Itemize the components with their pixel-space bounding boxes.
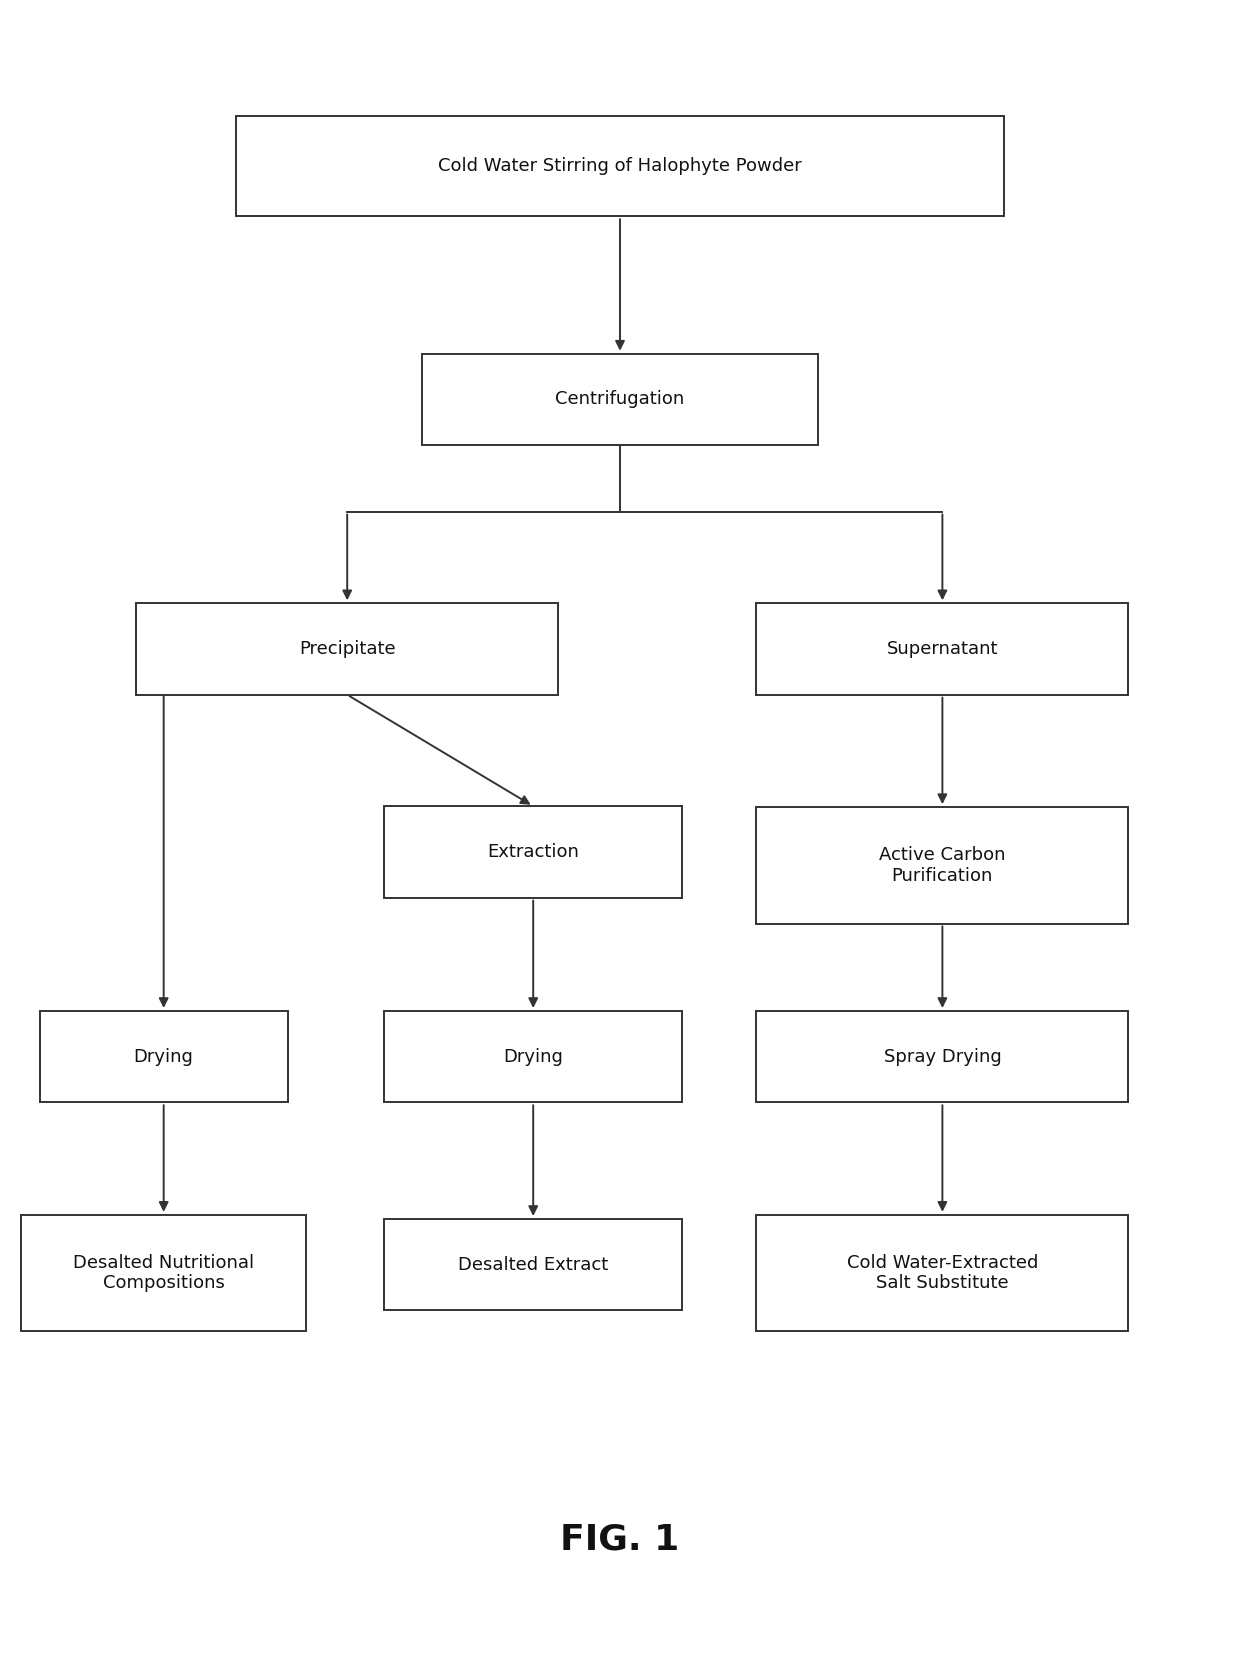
Text: Extraction: Extraction (487, 844, 579, 860)
Bar (384, 1218, 682, 1311)
Bar (40, 1012, 288, 1103)
Text: FIG. 1: FIG. 1 (560, 1523, 680, 1556)
Text: Supernatant: Supernatant (887, 641, 998, 657)
Bar (384, 807, 682, 899)
Text: Centrifugation: Centrifugation (556, 391, 684, 408)
Text: Drying: Drying (503, 1048, 563, 1065)
Bar (384, 1012, 682, 1103)
Bar (422, 353, 818, 444)
Text: Spray Drying: Spray Drying (884, 1048, 1001, 1065)
Text: Desalted Nutritional
Compositions: Desalted Nutritional Compositions (73, 1253, 254, 1293)
Text: Precipitate: Precipitate (299, 641, 396, 657)
Bar (756, 807, 1128, 924)
Text: Cold Water-Extracted
Salt Substitute: Cold Water-Extracted Salt Substitute (847, 1253, 1038, 1293)
Text: Desalted Extract: Desalted Extract (458, 1256, 609, 1273)
Text: Drying: Drying (134, 1048, 193, 1065)
Bar (236, 116, 1004, 216)
Bar (136, 604, 558, 696)
Text: Active Carbon
Purification: Active Carbon Purification (879, 845, 1006, 885)
Bar (756, 1012, 1128, 1103)
Text: Cold Water Stirring of Halophyte Powder: Cold Water Stirring of Halophyte Powder (438, 158, 802, 175)
Bar (756, 1215, 1128, 1331)
Bar (756, 604, 1128, 696)
Bar (21, 1215, 306, 1331)
